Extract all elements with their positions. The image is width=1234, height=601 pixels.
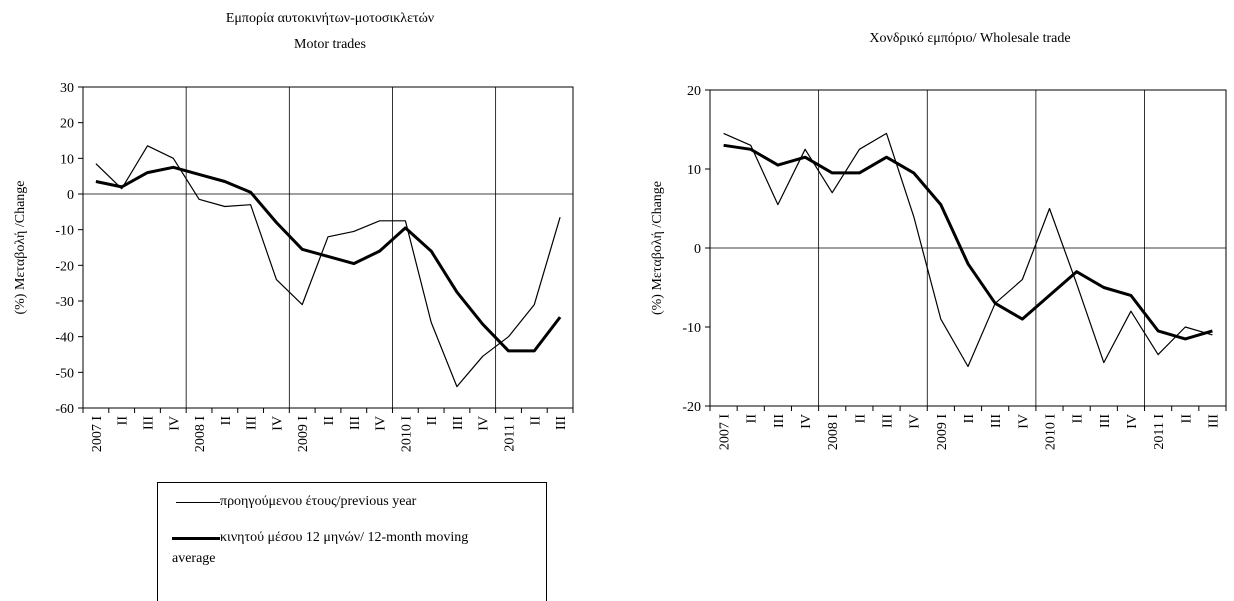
motor-trades-chart: Εμπορία αυτοκινήτων-μοτοσικλετών Motor t… <box>0 0 600 470</box>
plot-frame <box>82 86 574 409</box>
y-tick-label: 20 <box>60 117 74 132</box>
x-tick-label: IV <box>799 414 814 429</box>
y-tick-label: -50 <box>55 366 74 381</box>
x-tick-label: II <box>1179 414 1194 424</box>
x-tick-label: 2007 I <box>718 414 733 451</box>
x-tick-label: III <box>451 416 466 430</box>
x-tick-label: 2008 I <box>826 414 841 451</box>
x-tick-label: 2010 I <box>1043 414 1058 451</box>
y-axis-label: (%) Μεταβολή /Change <box>650 181 665 315</box>
chart-title-greek: Εμπορία αυτοκινήτων-μοτοσικλετών <box>225 11 435 26</box>
chart-title-english: Motor trades <box>294 37 366 52</box>
x-tick-label: IV <box>167 416 182 431</box>
y-tick-label: 30 <box>60 81 74 96</box>
y-axis-label: (%) Μεταβολή /Change <box>13 180 28 314</box>
x-tick-label: II <box>425 416 440 426</box>
y-tick-label: -40 <box>55 331 74 346</box>
x-tick-label: III <box>1098 414 1113 428</box>
wholesale-trade-chart: Χονδρικό εμπόριο/ Wholesale trade 20 10 0 -… <box>640 0 1234 470</box>
x-tick-label: II <box>116 416 131 426</box>
x-tick-label: 2009 I <box>296 416 311 453</box>
x-tick-label: III <box>989 414 1004 428</box>
x-tick-label: III <box>772 414 787 428</box>
x-tick-label: III <box>141 416 156 430</box>
series-line-previous-year <box>723 132 1213 368</box>
legend-swatch-thick <box>172 537 220 540</box>
y-tick-label: -60 <box>55 402 74 417</box>
series-line-moving-average <box>723 143 1213 341</box>
x-tick-label: III <box>881 414 896 428</box>
x-tick-label: IV <box>374 416 389 431</box>
legend-item-previous-year: προηγούμενου έτους/previous year <box>176 491 536 513</box>
x-tick-label: III <box>1206 414 1221 428</box>
x-tick-label: II <box>528 416 543 426</box>
legend-label: προηγούμενου έτους/previous year <box>220 494 417 509</box>
y-tick-label: 20 <box>687 84 701 99</box>
y-tick-label: 10 <box>60 152 74 167</box>
series-line-previous-year <box>95 145 561 388</box>
y-tick-label: -20 <box>682 400 701 415</box>
x-tick-label: 2007 I <box>90 416 105 453</box>
x-tick-label: III <box>245 416 260 430</box>
x-tick-label: III <box>554 416 569 430</box>
series-line-moving-average <box>95 165 562 353</box>
x-tick-label: II <box>219 416 234 426</box>
x-tick-label: II <box>1071 414 1086 424</box>
x-tick-label: 2008 I <box>193 416 208 453</box>
chart-legend: προηγούμενου έτους/previous year κινητού… <box>157 482 547 601</box>
y-tick-label: 0 <box>694 242 701 257</box>
x-tick-label: III <box>348 416 363 430</box>
chart-title-english: Χονδρικό εμπόριο/ Wholesale trade <box>869 31 1071 46</box>
x-tick-label: II <box>745 414 760 424</box>
x-tick-label: II <box>853 414 868 424</box>
x-tick-label: IV <box>270 416 285 431</box>
y-tick-label: 0 <box>67 188 74 203</box>
x-tick-label: II <box>322 416 337 426</box>
x-tick-label: IV <box>477 416 492 431</box>
legend-label: κινητού μέσου 12 μηνών/ 12-month moving … <box>172 530 469 566</box>
x-tick-label: IV <box>1016 414 1031 429</box>
legend-item-moving-average: κινητού μέσου 12 μηνών/ 12-month moving … <box>172 527 536 571</box>
x-tick-label: II <box>962 414 977 424</box>
y-tick-label: -30 <box>55 295 74 310</box>
x-tick-label: 2011 I <box>503 416 518 452</box>
x-tick-label: 2011 I <box>1152 414 1167 450</box>
x-tick-label: 2009 I <box>935 414 950 451</box>
y-tick-label: -10 <box>682 321 701 336</box>
x-tick-label: 2010 I <box>399 416 414 453</box>
legend-swatch-thin <box>176 502 220 503</box>
x-tick-label: IV <box>908 414 923 429</box>
x-tick-label: IV <box>1125 414 1140 429</box>
y-tick-label: 10 <box>687 163 701 178</box>
y-tick-label: -20 <box>55 259 74 274</box>
y-tick-label: -10 <box>55 224 74 239</box>
